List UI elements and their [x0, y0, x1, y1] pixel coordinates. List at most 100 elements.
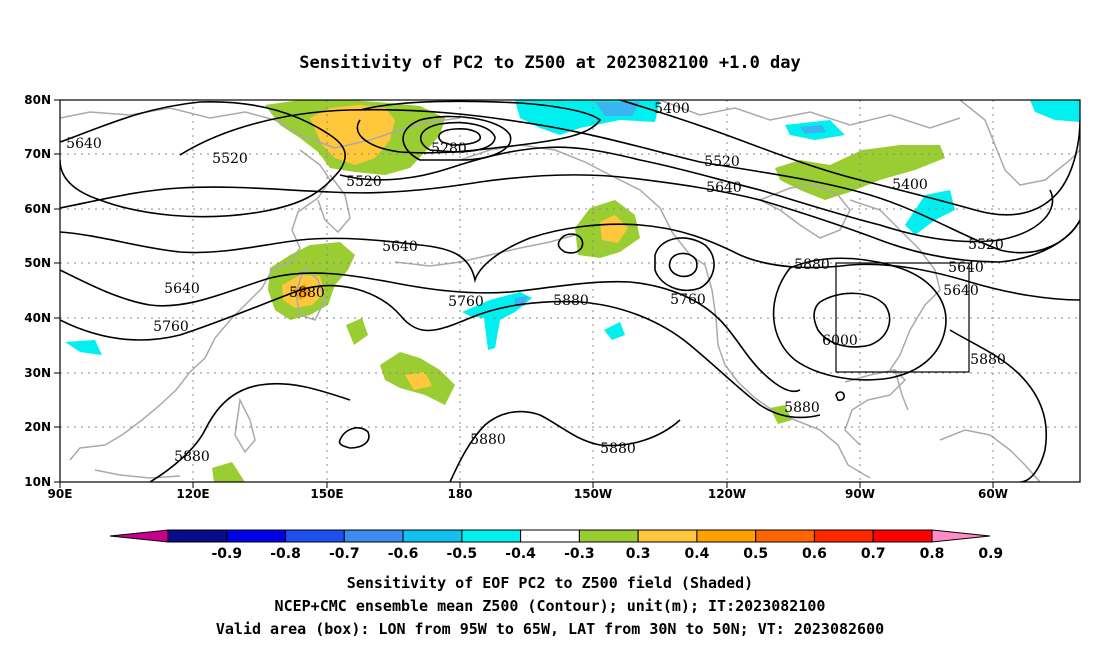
coast-greenland: [959, 100, 1080, 186]
contour-label: 5520: [704, 154, 740, 170]
coast-asia-north: [60, 107, 461, 149]
contour-5760-loop-alaska: [557, 233, 584, 254]
colorbar: -0.9 -0.8 -0.7 -0.6 -0.5 -0.4 -0.3 0.3 0.4 0.5 0.6…: [109, 529, 1003, 562]
lon-label: 150W: [574, 487, 612, 501]
lon-label: 60W: [978, 487, 1008, 501]
contour-5880-east: [949, 329, 1048, 482]
neg-region-central-pacific: [462, 292, 532, 350]
colorbar-label: -0.3: [564, 546, 595, 562]
neg-region-east-pacific: [604, 322, 625, 340]
contour-labels: 5640 5520 5280 5400 5520 5520 5640 5400 …: [66, 101, 1006, 465]
contour-label: 6000: [822, 333, 858, 349]
colorbar-label: -0.9: [211, 546, 242, 562]
contour-label: 5760: [153, 319, 189, 335]
lat-label: 20N: [24, 420, 51, 434]
contour-label: 5880: [794, 257, 830, 273]
pos-region-east-siberia-core: [310, 105, 395, 165]
lon-label: 180: [447, 487, 472, 501]
contour-5400-arctic-ring: [356, 100, 602, 154]
colorbar-label: -0.7: [329, 546, 360, 562]
latitude-labels: 80N 70N 60N 50N 40N 30N 20N 10N: [24, 93, 51, 489]
colorbar-segment: [813, 529, 874, 543]
colorbar-label: -0.8: [270, 546, 301, 562]
contour-label: 5640: [66, 136, 102, 152]
lat-label: 50N: [24, 256, 51, 270]
contour-label: 5280: [431, 141, 467, 157]
lat-label: 60N: [24, 202, 51, 216]
coast-kamchatka: [317, 174, 351, 234]
contour-label: 5880: [553, 293, 589, 309]
contour-label: 5520: [346, 174, 382, 190]
valid-area-box: [835, 262, 970, 373]
coast-florida: [894, 369, 909, 411]
colorbar-arrow-right: [931, 529, 991, 543]
contour-5880-subtropical: [149, 382, 351, 482]
colorbar-label: 0.4: [685, 546, 710, 562]
contour-label: 5520: [212, 151, 248, 167]
neg-region-greenland: [1030, 100, 1080, 122]
graticule: [60, 100, 1080, 482]
colorbar-segment: [461, 529, 522, 543]
lat-label: 70N: [24, 147, 51, 161]
map-frame: [59, 99, 1081, 483]
contour-label: 5640: [943, 283, 979, 299]
lon-label: 90W: [845, 487, 875, 501]
coast-indochina: [94, 469, 181, 479]
colorbar-label: 0.6: [802, 546, 827, 562]
pos-region-south-china-sea: [212, 462, 245, 482]
colorbar-segment: [343, 529, 404, 543]
colorbar-label: 0.8: [920, 546, 945, 562]
contour-5760-loop-pacnw: [668, 252, 698, 278]
colorbar-segment: [167, 529, 228, 543]
contour-5280-inner-2: [438, 128, 481, 146]
pos-region-alaska-core: [600, 215, 628, 243]
colorbar-segment: [520, 529, 580, 543]
contour-label: 5880: [600, 441, 636, 457]
caption-line-3: Valid area (box): LON from 95W to 65W, L…: [216, 620, 884, 638]
colorbar-segment: [872, 529, 933, 543]
colorbar-label: -0.6: [388, 546, 419, 562]
lat-label: 40N: [24, 311, 51, 325]
map-area: 5640 5520 5280 5400 5520 5520 5640 5400 …: [60, 100, 1080, 482]
contour-5520-arctic: [179, 108, 1080, 254]
colorbar-segment: [402, 529, 463, 543]
contour-5880-small-loop: [338, 427, 370, 449]
coast-north-america-west: [704, 264, 871, 479]
contour-label: 5400: [892, 177, 928, 193]
colorbar-segment: [637, 529, 698, 543]
contour-label: 5760: [670, 292, 706, 308]
contour-5760-ring-pacnw: [654, 237, 715, 292]
lon-label: 120E: [176, 487, 209, 501]
coast-philippines: [234, 397, 256, 454]
lat-label: 10N: [24, 475, 51, 489]
coast-japan: [295, 266, 326, 321]
colorbar-segment: [696, 529, 757, 543]
coast-canada-east: [849, 199, 941, 371]
figure-title: Sensitivity of PC2 to Z500 at 2023082100…: [299, 53, 801, 73]
contour-label: 5880: [174, 449, 210, 465]
coast-south-america: [939, 429, 1041, 482]
colorbar-arrow-left: [109, 529, 169, 543]
contour-6000-core: [813, 292, 891, 348]
lon-label: 120W: [708, 487, 746, 501]
contour-label: 5520: [968, 237, 1004, 253]
colorbar-label: -0.5: [447, 546, 478, 562]
z500-contours: [60, 100, 1080, 482]
coast-gulf-mexico: [844, 369, 907, 446]
colorbar-label: 0.9: [978, 546, 1003, 562]
contour-label: 5880: [470, 432, 506, 448]
colorbar-segment: [755, 529, 815, 543]
contour-label: 5640: [706, 180, 742, 196]
caption-line-2: NCEP+CMC ensemble mean Z500 (Contour); u…: [275, 597, 826, 615]
longitude-labels: 90E 120E 150E 180 150W 120W 90W 60W: [48, 487, 1008, 501]
contour-5880-small-gulf: [835, 391, 845, 402]
colorbar-label: 0.3: [626, 546, 651, 562]
lon-label: 90E: [48, 487, 73, 501]
contour-5400-ridge: [339, 146, 1054, 243]
axis-ticks: [54, 99, 994, 488]
contour-label: 5640: [948, 260, 984, 276]
captions: Sensitivity of EOF PC2 to Z500 field (Sh…: [216, 574, 884, 638]
coast-hudson-bay: [758, 184, 851, 239]
neg-region-arctic-canada-core: [800, 125, 826, 134]
